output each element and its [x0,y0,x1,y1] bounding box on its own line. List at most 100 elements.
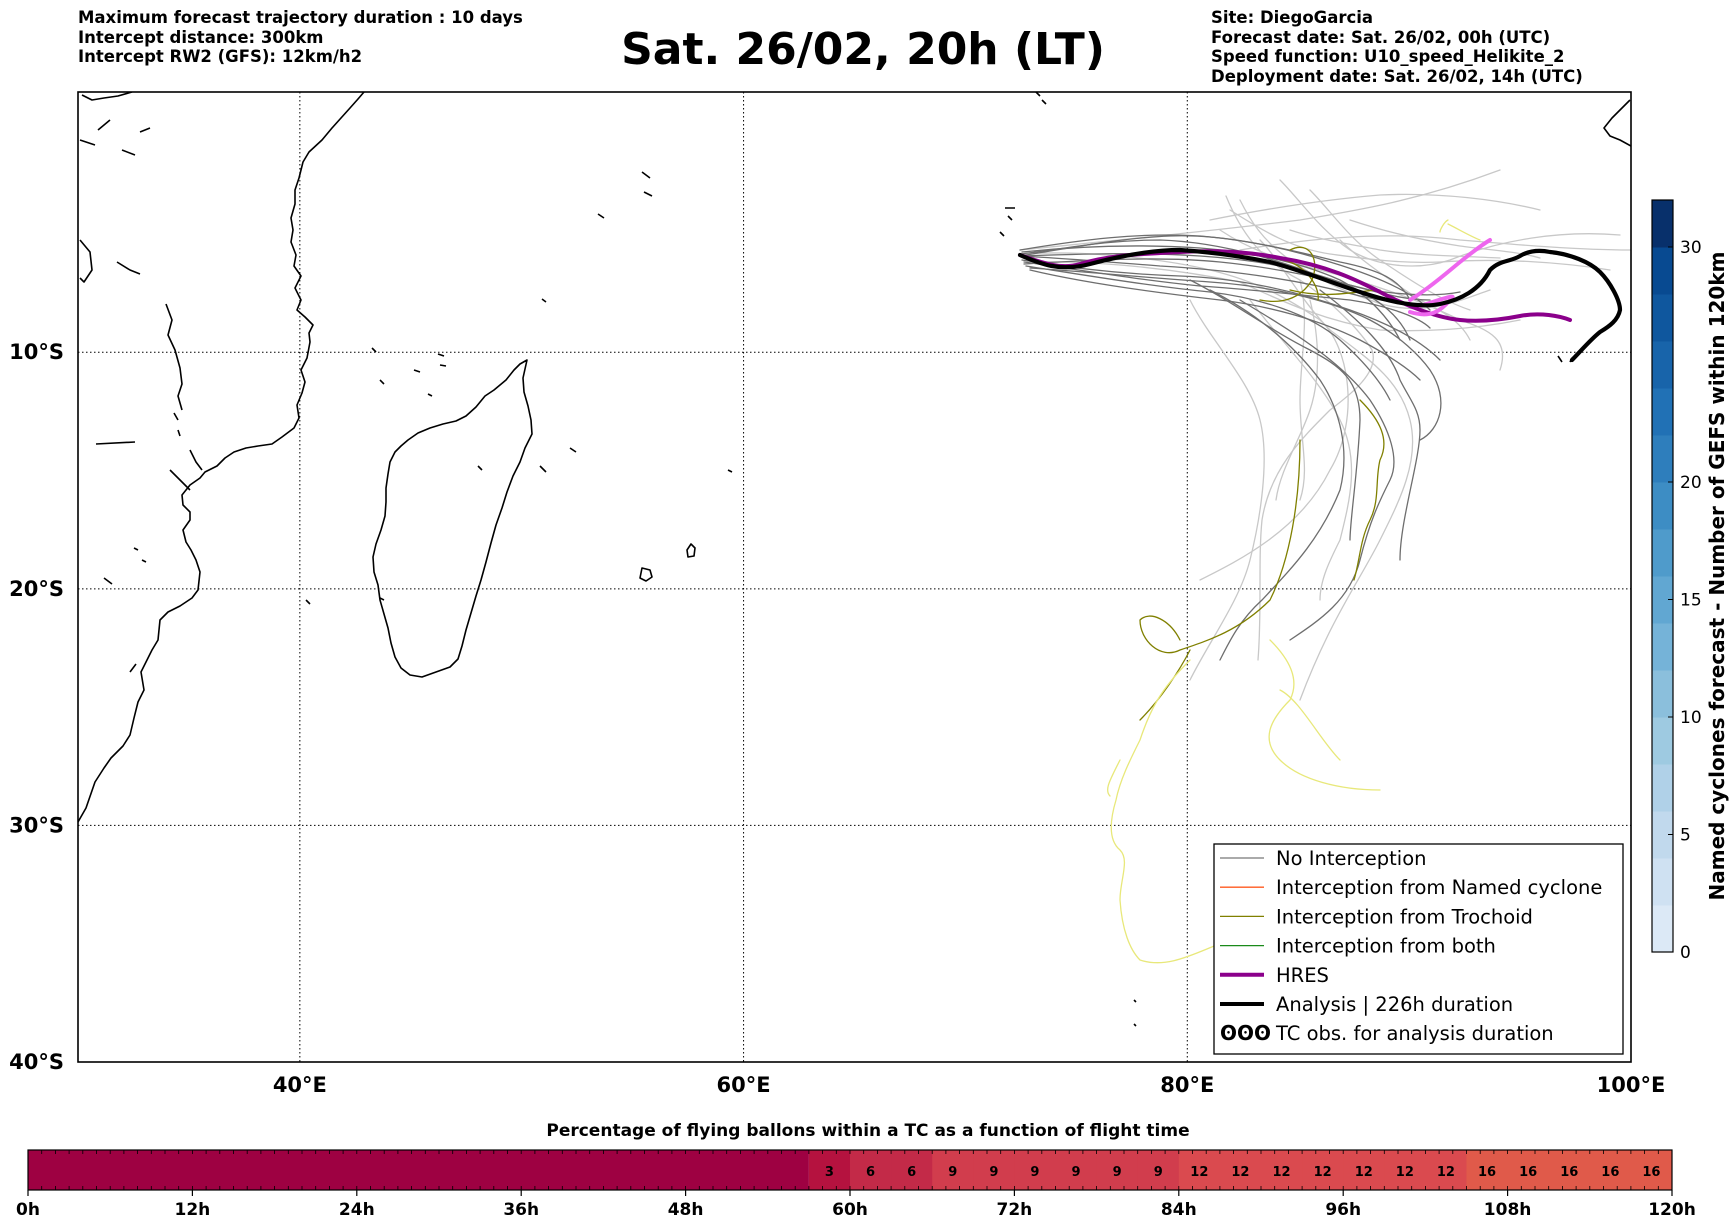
bottom-bar-value: 12 [1273,1165,1291,1180]
legend-box [1213,843,1624,1055]
bottom-bar-cell [1178,1150,1221,1190]
bottom-bar-tick-label: 24h [339,1200,375,1220]
bottom-bar-tick-label: 108h [1484,1200,1532,1220]
bottom-bar-cell [1137,1150,1180,1190]
hres-track [1018,249,1572,323]
colorbar-tick-label: 15 [1680,591,1702,611]
bottom-bar-cell [1055,1150,1098,1190]
bottom-bar-cell [1466,1150,1509,1190]
bottom-bar-tick-label: 60h [832,1200,868,1220]
legend: No Interception Interception from Named c… [1213,843,1624,1055]
colorbar-label: Named cyclones forecast - Number of GEFS… [1705,252,1729,901]
bottom-bar-value: 9 [948,1165,957,1180]
lat-tick-label: 20°S [9,577,64,601]
lat-tick-label: 10°S [9,340,64,364]
bottom-bar-value: 9 [989,1165,998,1180]
bottom-bar-tick-label: 84h [1161,1200,1197,1220]
bottom-bar-value: 16 [1560,1165,1578,1180]
bottom-bar-zero-segment [28,1150,809,1190]
colorbar-cell [1652,388,1673,436]
bottom-bar-value: 12 [1396,1165,1414,1180]
colorbar-cell [1652,811,1673,859]
analysis-track [1017,247,1623,363]
colorbar-cell [1652,529,1673,577]
bottom-bar-value: 9 [1113,1165,1122,1180]
lake-coastline [79,239,191,673]
lat-tick-label: 30°S [9,813,64,837]
bottom-bar-value: 16 [1478,1165,1496,1180]
lon-tick-label: 60°E [717,1073,771,1097]
page-title: Sat. 26/02, 20h (LT) [0,24,1734,76]
header-right-info: Site: DiegoGarcia Forecast date: Sat. 26… [1211,8,1583,86]
colorbar-cell [1652,764,1673,812]
header-left-line-3: Intercept RW2 (GFS): 12km/h2 [78,47,363,66]
bottom-bar-value: 6 [866,1165,875,1180]
bottom-bar-cell [1548,1150,1591,1190]
bottom-bar-cell [1384,1150,1426,1190]
map-grid [78,92,1631,1062]
colorbar-cell [1652,294,1673,342]
trochoid-interception-tracks [1139,246,1385,721]
colorbar-cell [1652,717,1673,765]
chagos-coastline [999,207,1015,237]
colorbar-cell [1652,482,1673,530]
legend-label: Interception from both [1276,935,1496,958]
sumatra-coastline [1603,99,1631,147]
bottom-bar-value: 16 [1519,1165,1537,1180]
bottom-bar-cell [808,1150,851,1190]
bottom-bar-tick-label: 72h [997,1200,1033,1220]
bottom-bar-cell [1343,1150,1385,1190]
colorbar-cell [1652,670,1673,718]
legend-label: Interception from Named cyclone [1276,876,1602,899]
bottom-bar-value: 9 [1030,1165,1039,1180]
colorbar-frame [1651,199,1674,953]
seychelles-coastline [597,171,653,219]
bottom-bar-cell [932,1150,974,1190]
bottom-bar-value: 12 [1190,1165,1208,1180]
colorbar-tick-label: 20 [1680,473,1702,493]
lon-tick-label: 80°E [1160,1073,1214,1097]
bottom-bar-value: 3 [825,1165,834,1180]
colorbar-cell [1652,435,1673,483]
colorbar-tick-label: 10 [1680,708,1702,728]
bottom-bar-value: 6 [907,1165,916,1180]
bottom-bar-value: 16 [1601,1165,1619,1180]
bottom-bar-cell [1096,1150,1139,1190]
legend-label: Analysis | 226h duration [1276,993,1513,1016]
lon-tick-label: 100°E [1597,1073,1666,1097]
madagascar-coastline [372,359,533,678]
bottom-bar-tick-label: 48h [668,1200,704,1220]
africa-coastline [78,92,365,823]
bottom-bar-cell [1261,1150,1303,1190]
bottom-bar-tick-label: 96h [1325,1200,1361,1220]
legend-label: No Interception [1276,847,1427,870]
legend-label: TC obs. for analysis duration [1275,1022,1554,1045]
bottom-percentage-bar: Percentage of flying ballons within a TC… [16,1121,1696,1220]
header-right-line-4: Deployment date: Sat. 26/02, 14h (UTC) [1211,66,1583,86]
lon-tick-label: 40°E [273,1073,327,1097]
lat-tick-label: 40°S [9,1050,64,1074]
yellow-tracks [1106,219,1481,964]
bottom-bar-cell [973,1150,1015,1190]
legend-symbol-tc-obs: ʘʘʘ [1220,1021,1271,1045]
colorbar-cell [1652,576,1673,624]
map-axis-labels: 40°E 60°E 80°E 100°E 10°S 20°S 30°S 40°S [9,340,1665,1097]
colorbar-cell [1652,623,1673,671]
bottom-bar-tick-label: 12h [175,1200,211,1220]
mauritius-coastline [639,567,653,582]
bottom-bar-value: 12 [1355,1165,1373,1180]
colorbar-cell [1652,200,1673,248]
bottom-bar-cell [1302,1150,1344,1190]
bottom-bar-cell [1507,1150,1550,1190]
colorbar-cell [1652,858,1673,906]
bottom-bar-value: 12 [1231,1165,1249,1180]
colorbar-tick-label: 30 [1680,238,1702,258]
map-frame [77,91,1632,1063]
bottom-bar-tick-label: 0h [16,1200,40,1220]
colorbar-cell [1652,247,1673,295]
legend-label: Interception from Trochoid [1276,905,1533,928]
bottom-bar-cell [891,1150,933,1190]
trajectories [1017,169,1631,964]
